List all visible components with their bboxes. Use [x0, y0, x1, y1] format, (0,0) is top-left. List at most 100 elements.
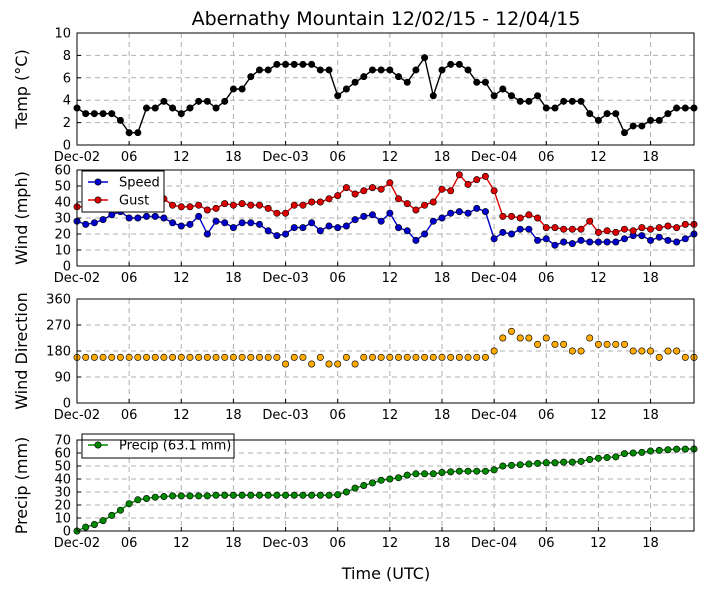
series-precip-63-1-mm-point: [534, 459, 542, 467]
series-speed-point: [586, 238, 594, 246]
series-speed-point: [186, 220, 194, 228]
legend-label: Gust: [119, 194, 149, 209]
series-speed-point: [499, 228, 507, 236]
series-panel-1-1-point: [325, 66, 333, 74]
series-precip-63-1-mm-point: [90, 520, 98, 528]
x-tick-label: 12: [382, 536, 399, 551]
y-tick-label: 50: [54, 460, 71, 475]
x-tick-label: 18: [642, 408, 659, 423]
series-precip-63-1-mm-point: [473, 467, 481, 475]
series-gust-point: [403, 200, 411, 208]
series-panel-3-1-point: [221, 353, 229, 361]
y-tick-label: 10: [54, 244, 71, 259]
series-gust-point: [195, 201, 203, 209]
series-panel-1-1-point: [186, 104, 194, 112]
x-tick-label: 06: [329, 408, 346, 423]
chart-panel-1: 0 2 4 6 8 10 Dec-02 06 12 18 Dec-03 06 12 18 Dec-04 06 1…: [12, 27, 698, 165]
series-panel-3-1-point: [212, 353, 220, 361]
series-gust-point: [308, 198, 316, 206]
series-panel-3-1-point: [308, 360, 316, 368]
series-precip-63-1-mm-point: [282, 491, 290, 499]
x-tick-label: 06: [538, 536, 555, 551]
series-precip-63-1-mm-point: [368, 479, 376, 487]
series-panel-3-1-point: [455, 353, 463, 361]
y-tick-label: 70: [54, 434, 71, 449]
series-panel-3-1-point: [568, 347, 576, 355]
series-speed-point: [455, 208, 463, 216]
series-speed-point: [290, 224, 298, 232]
series-panel-1-1-point: [177, 110, 185, 118]
series-panel-3-1-point: [542, 334, 550, 342]
series-panel-3-1-point: [169, 353, 177, 361]
series-precip-63-1-mm-point: [203, 492, 211, 500]
series-panel-3-1-point: [229, 353, 237, 361]
series-speed-point: [299, 224, 307, 232]
series-gust-point: [594, 228, 602, 236]
series-gust-point: [612, 228, 620, 236]
series-panel-1-1-point: [299, 60, 307, 68]
series-panel-1-1-point: [195, 97, 203, 105]
x-tick-label: 18: [434, 150, 451, 165]
series-precip-63-1-mm-point: [664, 446, 672, 454]
series-panel-1-1-point: [351, 78, 359, 86]
series-panel-1-1-point: [464, 66, 472, 74]
series-gust-point: [368, 184, 376, 192]
series-gust-point: [620, 225, 628, 233]
x-tick-label: 12: [382, 150, 399, 165]
series-speed-point: [108, 211, 116, 219]
series-panel-3-1-point: [403, 353, 411, 361]
series-panel-3-1-point: [160, 353, 168, 361]
x-tick-label: 18: [434, 271, 451, 286]
series-panel-1-1-point: [438, 66, 446, 74]
series-gust-point: [247, 201, 255, 209]
series-panel-3-1-point: [499, 334, 507, 342]
series-speed-point: [508, 230, 516, 238]
plot-frame: [76, 439, 695, 532]
series-precip-63-1-mm-point: [395, 474, 403, 482]
series-panel-1-1-point: [151, 104, 159, 112]
series-panel-1-1-point: [629, 122, 637, 130]
series-panel-3-1-point: [125, 353, 133, 361]
series-panel-1-1-point: [143, 104, 151, 112]
series-speed-point: [377, 217, 385, 225]
series-speed-point: [464, 209, 472, 217]
series-speed-point: [308, 219, 316, 227]
series-panel-3-1-point: [90, 353, 98, 361]
series-panel-3-1-point: [664, 347, 672, 355]
series-speed-point: [673, 238, 681, 246]
series-precip-63-1-mm-point: [551, 459, 559, 467]
series-panel-3-1-point: [290, 353, 298, 361]
series-panel-3-1-point: [429, 353, 437, 361]
series-panel-1-1-point: [516, 97, 524, 105]
y-tick-label: 30: [54, 486, 71, 501]
series-precip-63-1-mm-point: [195, 492, 203, 500]
series-speed-point: [655, 233, 663, 241]
series-panel-1-1-point: [603, 110, 611, 118]
y-tick-label: 180: [46, 345, 71, 360]
series-panel-1-1-point: [429, 92, 437, 100]
series-gust-point: [629, 227, 637, 235]
series-panel-1-1-point: [90, 110, 98, 118]
series-gust-point: [655, 224, 663, 232]
series-panel-1-1-point: [542, 104, 550, 112]
series-precip-63-1-mm-point: [455, 467, 463, 475]
x-tick-label: Dec-02: [54, 408, 100, 423]
series-panel-1-1-point: [490, 92, 498, 100]
series-speed-point: [577, 236, 585, 244]
series-panel-3-1-point: [673, 347, 681, 355]
series-speed-point: [264, 227, 272, 235]
series-speed-point: [603, 238, 611, 246]
x-tick-label: 18: [225, 408, 242, 423]
series-panel-3-1-point: [594, 340, 602, 348]
x-tick-label: 06: [329, 271, 346, 286]
x-tick-label: Dec-04: [471, 271, 517, 286]
series-precip-63-1-mm-point: [481, 467, 489, 475]
x-tick-label: 18: [642, 536, 659, 551]
legend-marker: [94, 196, 102, 204]
series-precip-63-1-mm-point: [412, 470, 420, 478]
series-panel-1-1-point: [525, 97, 533, 105]
series-speed-point: [568, 240, 576, 248]
x-tick-label: 06: [329, 536, 346, 551]
series-panel-3-1-point: [655, 353, 663, 361]
